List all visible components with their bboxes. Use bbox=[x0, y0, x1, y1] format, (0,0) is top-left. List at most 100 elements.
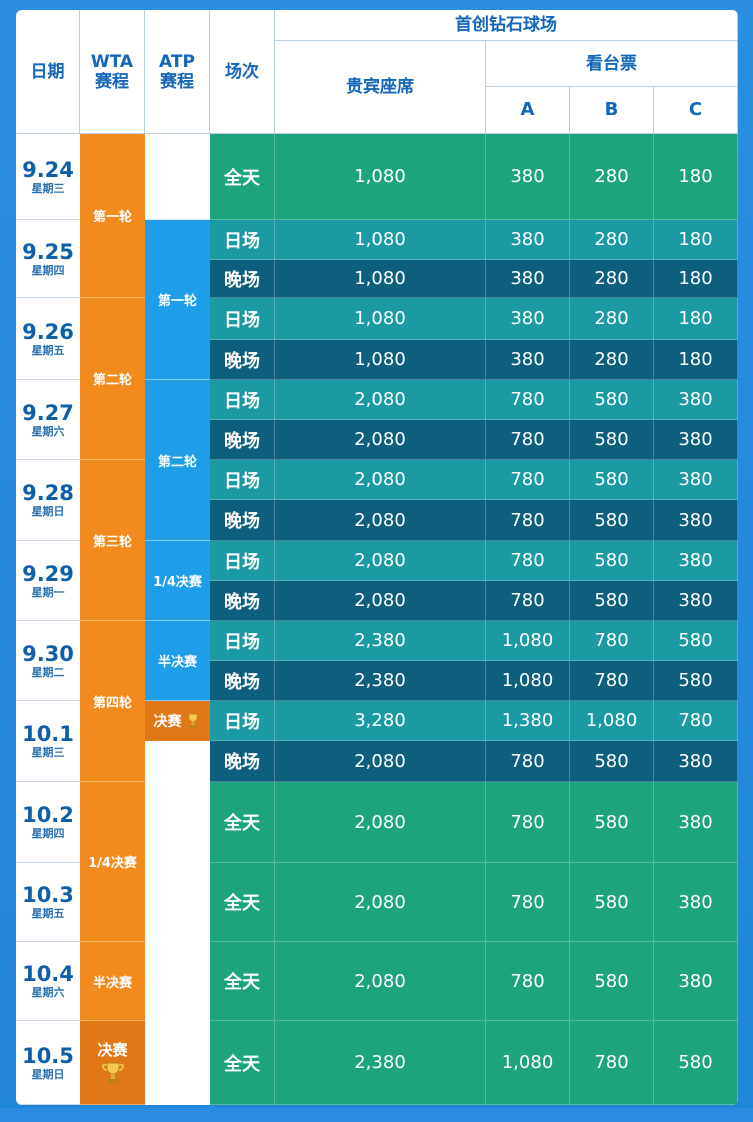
date-day: 10.3 bbox=[22, 883, 74, 907]
header-wta-line1: WTA bbox=[90, 51, 134, 72]
stand-c-price-cell: 380 bbox=[654, 541, 738, 581]
stand-b-price-cell: 280 bbox=[570, 298, 654, 340]
date-weekday: 星期三 bbox=[31, 181, 65, 195]
date-weekday: 星期四 bbox=[31, 827, 65, 840]
session-cell: 日场 bbox=[210, 460, 275, 500]
stand-b-price-cell: 280 bbox=[570, 260, 654, 298]
stand-c-price-cell: 380 bbox=[654, 460, 738, 500]
session-cell: 日场 bbox=[210, 380, 275, 420]
vip-price-cell: 2,080 bbox=[275, 541, 486, 581]
session-cell: 全天 bbox=[210, 134, 275, 220]
date-cell: 10.2 星期四 bbox=[16, 782, 80, 863]
atp-empty-top bbox=[145, 134, 210, 220]
stand-a-price-cell: 1,080 bbox=[486, 621, 570, 661]
header-col-c: C bbox=[654, 87, 738, 134]
stand-c-price-cell: 180 bbox=[654, 298, 738, 340]
stand-b-price-cell: 780 bbox=[570, 661, 654, 701]
stand-a-price-cell: 780 bbox=[486, 942, 570, 1021]
stand-a-price-cell: 780 bbox=[486, 782, 570, 863]
stand-c-price-cell: 180 bbox=[654, 260, 738, 298]
stand-a-price-cell: 780 bbox=[486, 420, 570, 460]
stand-a-price-cell: 780 bbox=[486, 541, 570, 581]
vip-price-cell: 1,080 bbox=[275, 220, 486, 260]
date-weekday: 星期五 bbox=[31, 907, 65, 920]
header-vip: 贵宾座席 bbox=[275, 41, 486, 134]
date-cell: 10.1 星期三 bbox=[16, 701, 80, 782]
atp-final: 决赛 bbox=[145, 701, 210, 741]
header-session: 场次 bbox=[210, 10, 275, 134]
stand-c-price-cell: 380 bbox=[654, 380, 738, 420]
stand-b-price-cell: 580 bbox=[570, 460, 654, 500]
wta-round-1: 第一轮 bbox=[80, 134, 145, 298]
vip-price-cell: 1,080 bbox=[275, 298, 486, 340]
session-cell: 晚场 bbox=[210, 581, 275, 621]
stand-b-price-cell: 580 bbox=[570, 420, 654, 460]
atp-semifinal: 半决赛 bbox=[145, 621, 210, 701]
date-day: 9.28 bbox=[22, 481, 74, 505]
date-cell: 9.29 星期一 bbox=[16, 541, 80, 621]
stand-c-price-cell: 380 bbox=[654, 782, 738, 863]
date-cell: 9.28 星期日 bbox=[16, 460, 80, 541]
trophy-icon bbox=[188, 713, 197, 728]
stand-a-price-cell: 380 bbox=[486, 340, 570, 380]
vip-price-cell: 2,380 bbox=[275, 1021, 486, 1105]
stand-b-price-cell: 780 bbox=[570, 621, 654, 661]
vip-price-cell: 2,080 bbox=[275, 782, 486, 863]
session-cell: 全天 bbox=[210, 942, 275, 1021]
session-cell: 日场 bbox=[210, 701, 275, 741]
stand-a-price-cell: 1,380 bbox=[486, 701, 570, 741]
stand-b-price-cell: 280 bbox=[570, 340, 654, 380]
wta-final-label: 决赛 bbox=[97, 1041, 128, 1059]
date-weekday: 星期三 bbox=[31, 746, 65, 759]
vip-price-cell: 3,280 bbox=[275, 701, 486, 741]
session-cell: 晚场 bbox=[210, 500, 275, 541]
vip-price-cell: 1,080 bbox=[275, 340, 486, 380]
header-atp-line1: ATP bbox=[159, 51, 195, 72]
stand-a-price-cell: 380 bbox=[486, 134, 570, 220]
atp-quarterfinal: 1/4决赛 bbox=[145, 541, 210, 621]
session-cell: 日场 bbox=[210, 298, 275, 340]
date-cell: 9.30 星期二 bbox=[16, 621, 80, 701]
vip-price-cell: 1,080 bbox=[275, 260, 486, 298]
atp-final-label: 决赛 bbox=[153, 714, 182, 730]
wta-quarterfinal: 1/4决赛 bbox=[80, 782, 145, 942]
header-wta: WTA 赛程 bbox=[80, 10, 145, 134]
session-cell: 晚场 bbox=[210, 340, 275, 380]
date-day: 9.25 bbox=[22, 239, 74, 264]
stand-b-price-cell: 580 bbox=[570, 942, 654, 1021]
vip-price-cell: 2,080 bbox=[275, 581, 486, 621]
date-weekday: 星期六 bbox=[31, 986, 65, 999]
stand-c-price-cell: 380 bbox=[654, 741, 738, 782]
header-stand: 看台票 bbox=[486, 41, 738, 87]
stand-a-price-cell: 380 bbox=[486, 298, 570, 340]
date-cell: 9.26 星期五 bbox=[16, 298, 80, 380]
date-weekday: 星期二 bbox=[31, 665, 65, 679]
date-cell: 10.4 星期六 bbox=[16, 942, 80, 1021]
header-date: 日期 bbox=[16, 10, 80, 134]
vip-price-cell: 2,080 bbox=[275, 863, 486, 942]
stand-c-price-cell: 380 bbox=[654, 942, 738, 1021]
stand-a-price-cell: 780 bbox=[486, 500, 570, 541]
header-col-a: A bbox=[486, 87, 570, 134]
stand-a-price-cell: 1,080 bbox=[486, 1021, 570, 1105]
date-weekday: 星期一 bbox=[31, 585, 65, 599]
trophy-icon bbox=[101, 1062, 124, 1083]
stand-a-price-cell: 780 bbox=[486, 863, 570, 942]
stand-b-price-cell: 580 bbox=[570, 380, 654, 420]
stand-c-price-cell: 580 bbox=[654, 1021, 738, 1105]
stand-c-price-cell: 780 bbox=[654, 701, 738, 741]
wta-round-3: 第三轮 bbox=[80, 460, 145, 621]
vip-price-cell: 2,380 bbox=[275, 661, 486, 701]
vip-price-cell: 2,080 bbox=[275, 942, 486, 1021]
date-day: 10.2 bbox=[22, 803, 74, 827]
stand-b-price-cell: 580 bbox=[570, 741, 654, 782]
session-cell: 日场 bbox=[210, 541, 275, 581]
header-wta-line2: 赛程 bbox=[95, 71, 129, 92]
date-day: 9.24 bbox=[22, 157, 74, 182]
wta-semifinal: 半决赛 bbox=[80, 942, 145, 1021]
stand-a-price-cell: 780 bbox=[486, 581, 570, 621]
header-atp-line2: 赛程 bbox=[160, 71, 194, 92]
stand-a-price-cell: 780 bbox=[486, 380, 570, 420]
session-cell: 晚场 bbox=[210, 661, 275, 701]
stand-a-price-cell: 380 bbox=[486, 260, 570, 298]
